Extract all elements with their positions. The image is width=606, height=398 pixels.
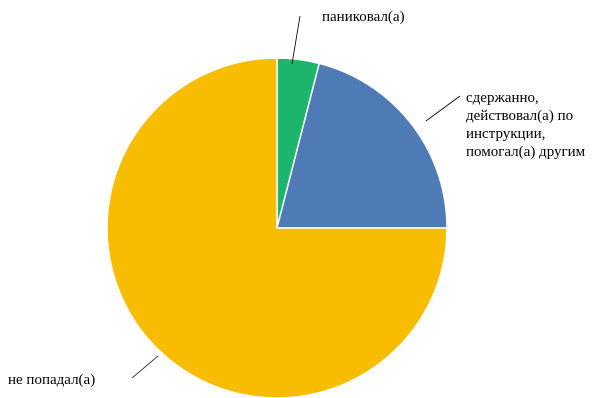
leader-line-not-affected	[131, 355, 159, 379]
slice-label-calm: сдержанно, действовал(а) по инструкции, пом…	[466, 90, 586, 160]
leader-lines	[131, 15, 461, 379]
leader-line-panicked	[291, 15, 301, 65]
slice-label-panicked: паниковал(а)	[322, 9, 405, 25]
slice-label-line: действовал(а) по	[466, 108, 573, 124]
slice-label-line: не попадал(а)	[8, 372, 95, 388]
pie-slices	[106, 57, 448, 398]
leader-line-calm	[425, 95, 461, 122]
slice-label-line: сдержанно,	[466, 90, 539, 106]
slice-label-not-affected: не попадал(а)	[8, 372, 95, 388]
slice-label-line: паниковал(а)	[322, 9, 405, 25]
pie-slice-not-affected	[106, 57, 448, 398]
slice-label-line: помогал(а) другим	[466, 144, 586, 160]
slice-labels: паниковал(а) сдержанно, действовал(а) по ин…	[8, 9, 586, 388]
pie-slice-calm	[276, 62, 448, 229]
slice-label-line: инструкции,	[466, 126, 545, 142]
